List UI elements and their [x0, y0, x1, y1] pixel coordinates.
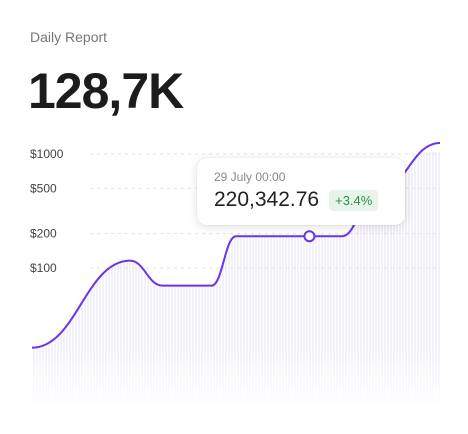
tooltip-value: 220,342.76: [214, 188, 320, 211]
change-badge: +3.4%: [329, 189, 379, 211]
headline-value: 128,7K: [28, 63, 184, 119]
card-title: Daily Report: [30, 29, 108, 45]
tooltip-date: 29 July 00:00: [214, 170, 286, 184]
hover-point[interactable]: [303, 230, 316, 243]
tooltip: 29 July 00:00 220,342.76 +3.4%: [197, 158, 405, 225]
